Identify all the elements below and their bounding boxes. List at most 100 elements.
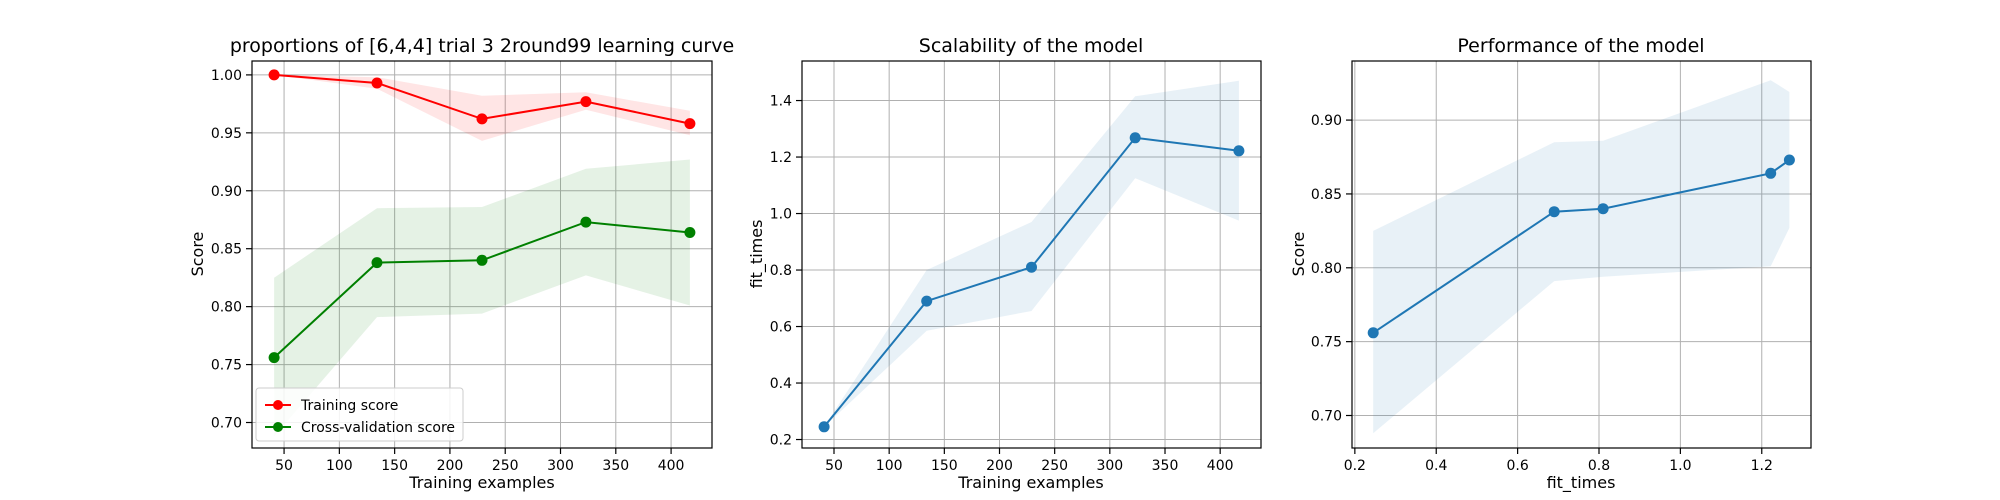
performance-ylabel: Score (1289, 232, 1308, 277)
scalability-series-point (1026, 261, 1037, 273)
scalability-y-tick-label: 0.8 (770, 263, 792, 279)
performance-x-tick-label: 1.0 (1669, 458, 1691, 474)
learning-curve-y-tick-label: 0.75 (211, 358, 242, 374)
scalability-y-tick-label: 0.6 (770, 320, 792, 336)
learning-curve-cross-validation-score-point (371, 257, 383, 269)
learning-curve-x-tick-label: 250 (492, 458, 519, 474)
performance-x-tick-label: 0.8 (1588, 458, 1610, 474)
learning-curve-x-tick-label: 300 (547, 458, 574, 474)
performance-series-point (1548, 206, 1560, 218)
performance-x-tick-label: 0.4 (1425, 458, 1447, 474)
learning-curve-bands (274, 74, 690, 437)
scalability-markers (818, 132, 1245, 433)
performance-axes-frame (1351, 60, 1812, 449)
learning-curve-y-tick-label: 0.80 (211, 300, 242, 316)
scalability-y-tick-label: 1.2 (770, 150, 792, 166)
learning-curve-training-score-band (274, 74, 690, 141)
learning-curve-training-score-point (580, 96, 592, 108)
legend-cv-marker (273, 422, 283, 432)
learning-curve-training-score-point (268, 69, 280, 81)
scalability-y-tick-label: 1.4 (770, 94, 792, 110)
performance-series-point (1765, 167, 1777, 179)
learning-curve-panel: proportions of [6,4,4] trial 3 2round99 … (188, 35, 734, 492)
learning-curve-grid (252, 61, 712, 448)
learning-curve-x-tick-label: 150 (381, 458, 408, 474)
scalability-y-tick-label: 1.0 (770, 207, 792, 223)
performance-series-point (1597, 203, 1609, 215)
performance-y-ticks: 0.70 0.75 0.80 0.85 0.90 (1311, 113, 1352, 425)
performance-y-tick-label: 0.90 (1311, 113, 1342, 129)
legend-cv-label: Cross-validation score (301, 420, 455, 436)
scalability-series-band (824, 80, 1239, 427)
performance-x-ticks: 0.2 0.4 0.6 0.8 1.0 1.2 (1344, 448, 1773, 474)
learning-curve-legend: Training score Cross-validation score (255, 387, 464, 442)
performance-panel: Performance of the model fit_times Score… (1289, 35, 1812, 493)
scalability-series-point (1129, 132, 1141, 144)
performance-x-tick-label: 0.6 (1506, 458, 1528, 474)
scalability-y-ticks: 0.2 0.4 0.6 0.8 1.0 1.2 1.4 (770, 94, 802, 449)
performance-y-tick-label: 0.70 (1311, 409, 1342, 425)
performance-series-point (1367, 327, 1379, 339)
scalability-series-point (921, 295, 933, 307)
learning-curve-y-tick-label: 0.70 (211, 416, 242, 432)
learning-curve-cross-validation-score-point (476, 254, 488, 266)
learning-curve-axes-frame (251, 60, 713, 449)
scalability-title: Scalability of the model (919, 35, 1143, 57)
performance-series-point (1783, 154, 1795, 166)
scalability-x-tick-label: 100 (876, 458, 903, 474)
performance-grid (1352, 61, 1811, 448)
learning-curve-cross-validation-score-point (684, 227, 696, 238)
learning-curve-x-tick-label: 200 (437, 458, 464, 474)
performance-title: Performance of the model (1457, 35, 1704, 57)
performance-bands (1373, 80, 1790, 434)
scalability-series-point (818, 421, 830, 433)
learning-curve-cross-validation-score-point (580, 216, 592, 228)
legend-training-marker (273, 400, 283, 410)
learning-curve-training-score-point (684, 118, 696, 130)
scalability-y-tick-label: 0.4 (770, 376, 792, 392)
learning-curve-training-score-point (476, 113, 488, 125)
legend-box (255, 387, 464, 442)
learning-curve-y-tick-label: 0.95 (211, 126, 242, 142)
scalability-y-tick-label: 0.2 (770, 433, 792, 449)
learning-curve-x-tick-label: 50 (275, 458, 293, 474)
scalability-ylabel: fit_times (747, 220, 767, 289)
scalability-x-tick-label: 350 (1152, 458, 1179, 474)
scalability-grid (802, 61, 1261, 448)
learning-curve-markers (268, 69, 696, 364)
performance-x-tick-label: 0.2 (1344, 458, 1366, 474)
learning-curve-cross-validation-score-point (268, 352, 280, 364)
legend-training-label: Training score (300, 398, 398, 414)
performance-y-tick-label: 0.80 (1311, 261, 1342, 277)
performance-y-tick-label: 0.75 (1311, 335, 1342, 351)
learning-curve-x-tick-label: 100 (326, 458, 353, 474)
scalability-x-tick-label: 300 (1096, 458, 1123, 474)
learning-curve-x-ticks: 50 100 150 200 250 300 350 400 (275, 448, 684, 474)
learning-curve-ylabel: Score (188, 232, 207, 277)
scalability-x-tick-label: 150 (931, 458, 958, 474)
scalability-series-point (1233, 145, 1245, 157)
learning-curve-x-tick-label: 400 (658, 458, 685, 474)
scalability-axes-frame (801, 60, 1262, 449)
performance-x-tick-label: 1.2 (1751, 458, 1773, 474)
scalability-x-tick-label: 50 (825, 458, 843, 474)
performance-series-band (1373, 80, 1790, 434)
learning-curve-x-tick-label: 350 (602, 458, 629, 474)
learning-curve-training-score-point (371, 77, 383, 89)
learning-curve-y-tick-label: 0.85 (211, 242, 242, 258)
scalability-x-tick-label: 200 (986, 458, 1013, 474)
performance-markers (1367, 154, 1795, 339)
scalability-panel: Scalability of the model Training exampl… (747, 35, 1262, 492)
learning-curve-y-tick-label: 0.90 (211, 184, 242, 200)
scalability-x-tick-label: 250 (1041, 458, 1068, 474)
learning-curve-cross-validation-score-band (274, 159, 690, 437)
scalability-x-tick-label: 400 (1207, 458, 1234, 474)
scalability-xlabel: Training examples (957, 473, 1103, 492)
scalability-x-ticks: 50 100 150 200 250 300 350 400 (825, 448, 1234, 474)
learning-curve-xlabel: Training examples (408, 473, 554, 492)
performance-xlabel: fit_times (1547, 473, 1616, 493)
learning-curve-y-ticks: 0.70 0.75 0.80 0.85 0.90 0.95 1.00 (211, 68, 252, 432)
learning-curve-title: proportions of [6,4,4] trial 3 2round99 … (230, 35, 734, 57)
performance-y-tick-label: 0.85 (1311, 187, 1342, 203)
